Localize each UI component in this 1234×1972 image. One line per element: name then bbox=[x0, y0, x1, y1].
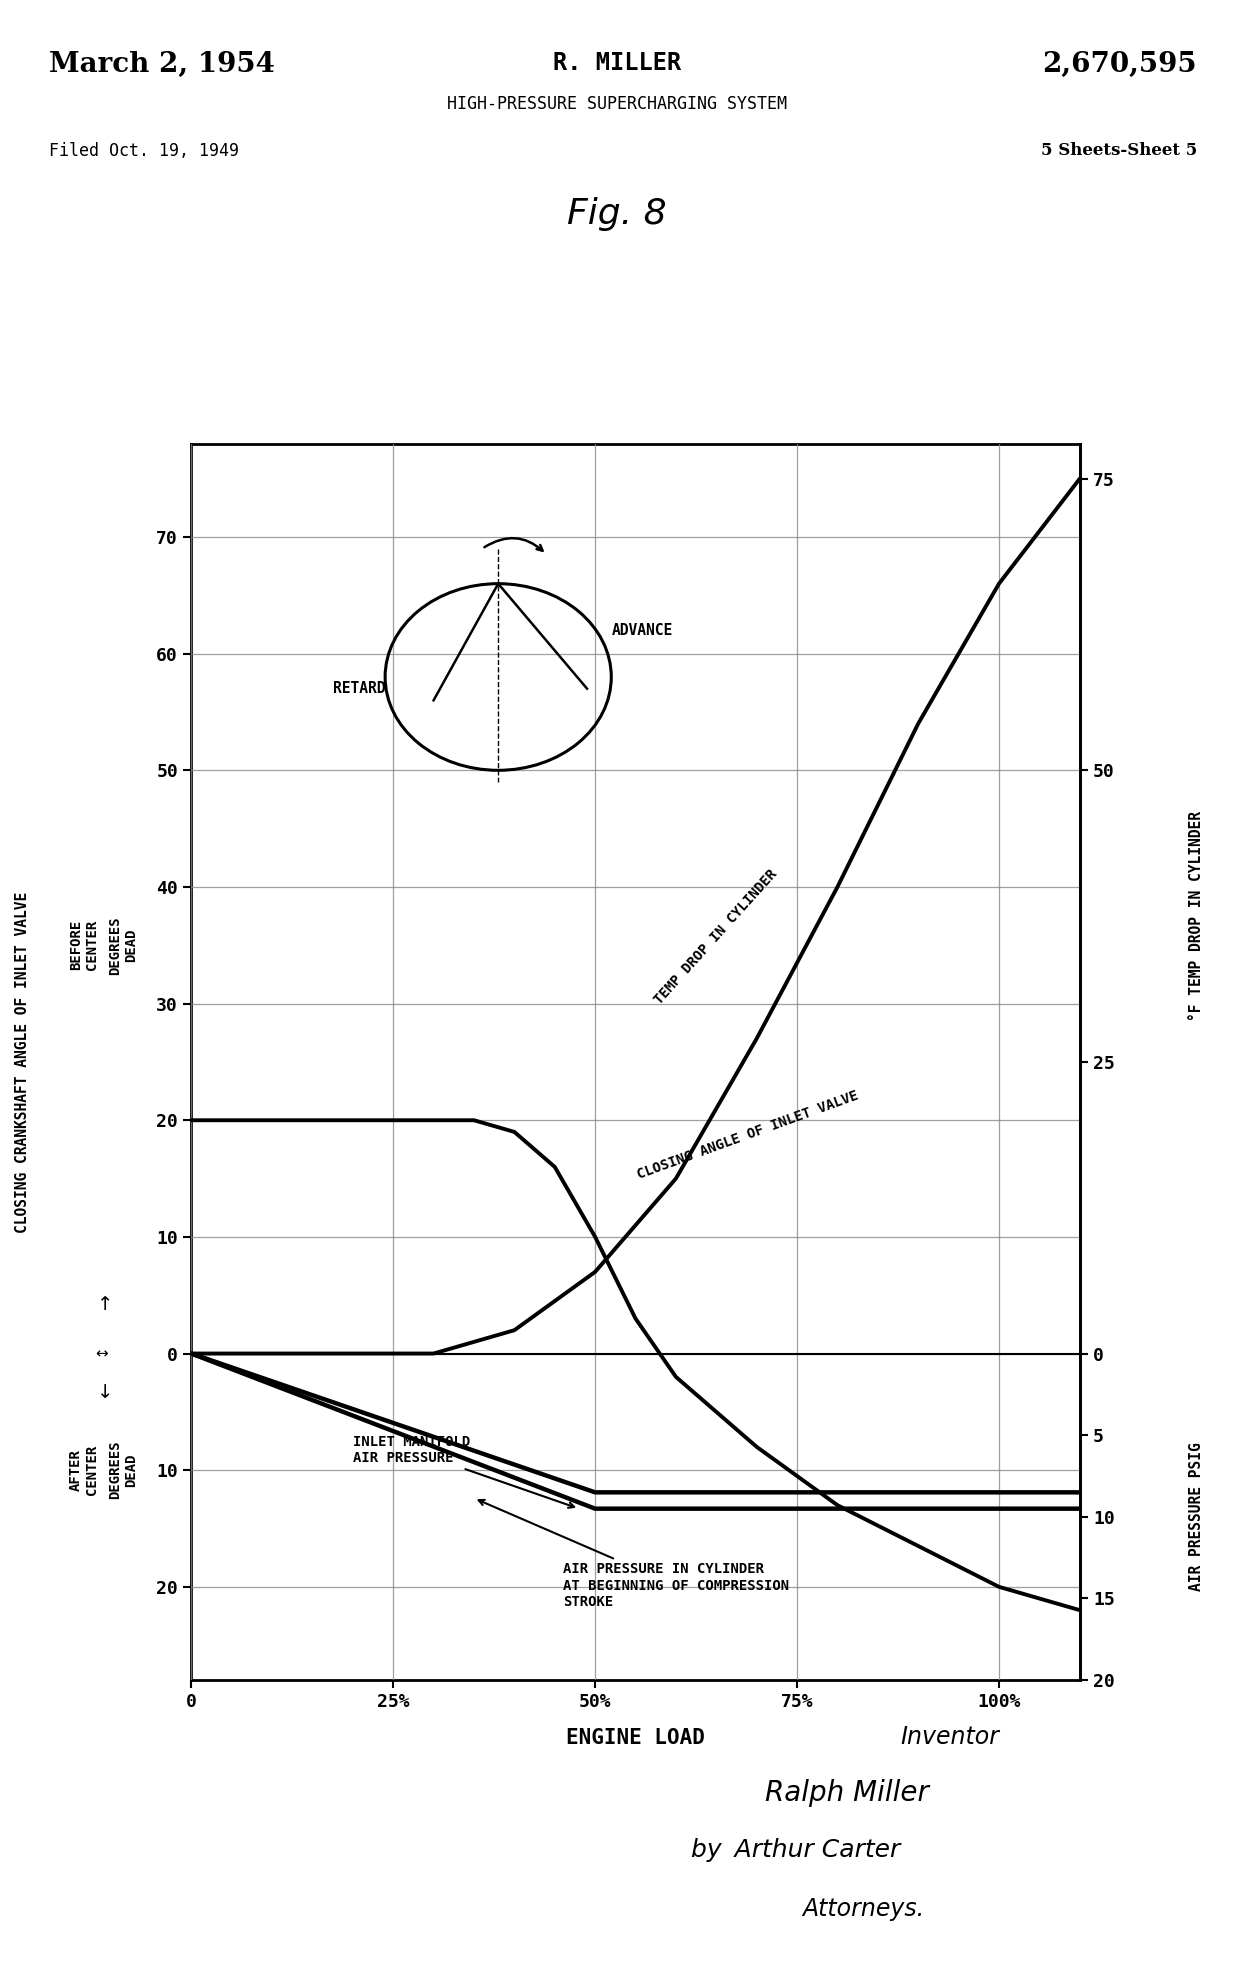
Text: DEGREES
DEAD: DEGREES DEAD bbox=[109, 1442, 138, 1499]
Text: ↑: ↑ bbox=[96, 1296, 114, 1313]
Text: Inventor: Inventor bbox=[901, 1726, 1000, 1749]
Text: RETARD: RETARD bbox=[333, 680, 385, 696]
Text: BEFORE
CENTER: BEFORE CENTER bbox=[69, 921, 99, 970]
X-axis label: ENGINE LOAD: ENGINE LOAD bbox=[566, 1727, 705, 1747]
Text: Ralph Miller: Ralph Miller bbox=[765, 1779, 929, 1806]
Text: ↓: ↓ bbox=[96, 1384, 114, 1402]
Text: °F TEMP DROP IN CYLINDER: °F TEMP DROP IN CYLINDER bbox=[1190, 810, 1204, 1021]
Text: CLOSING ANGLE OF INLET VALVE: CLOSING ANGLE OF INLET VALVE bbox=[636, 1089, 860, 1181]
Text: DEGREES
DEAD: DEGREES DEAD bbox=[109, 915, 138, 974]
Text: ↔: ↔ bbox=[95, 1347, 107, 1361]
Text: 5 Sheets-Sheet 5: 5 Sheets-Sheet 5 bbox=[1040, 142, 1197, 160]
Text: AFTER
CENTER: AFTER CENTER bbox=[69, 1445, 99, 1495]
Text: AIR PRESSURE IN CYLINDER
AT BEGINNING OF COMPRESSION
STROKE: AIR PRESSURE IN CYLINDER AT BEGINNING OF… bbox=[479, 1501, 789, 1609]
Text: CLOSING CRANKSHAFT ANGLE OF INLET VALVE: CLOSING CRANKSHAFT ANGLE OF INLET VALVE bbox=[15, 891, 30, 1232]
Text: Attorneys.: Attorneys. bbox=[802, 1897, 924, 1921]
Text: AIR PRESSURE PSIG: AIR PRESSURE PSIG bbox=[1190, 1442, 1204, 1591]
Text: TEMP DROP IN CYLINDER: TEMP DROP IN CYLINDER bbox=[652, 866, 780, 1006]
Text: INLET MANIFOLD
AIR PRESSURE: INLET MANIFOLD AIR PRESSURE bbox=[353, 1436, 574, 1509]
Text: R. MILLER: R. MILLER bbox=[553, 51, 681, 75]
Text: by  Arthur Carter: by Arthur Carter bbox=[691, 1838, 901, 1862]
Text: 2,670,595: 2,670,595 bbox=[1043, 51, 1197, 79]
Text: Filed Oct. 19, 1949: Filed Oct. 19, 1949 bbox=[49, 142, 239, 160]
Text: March 2, 1954: March 2, 1954 bbox=[49, 51, 275, 79]
Text: HIGH-PRESSURE SUPERCHARGING SYSTEM: HIGH-PRESSURE SUPERCHARGING SYSTEM bbox=[447, 95, 787, 112]
Text: ADVANCE: ADVANCE bbox=[611, 623, 673, 637]
Text: Fig. 8: Fig. 8 bbox=[568, 197, 666, 231]
